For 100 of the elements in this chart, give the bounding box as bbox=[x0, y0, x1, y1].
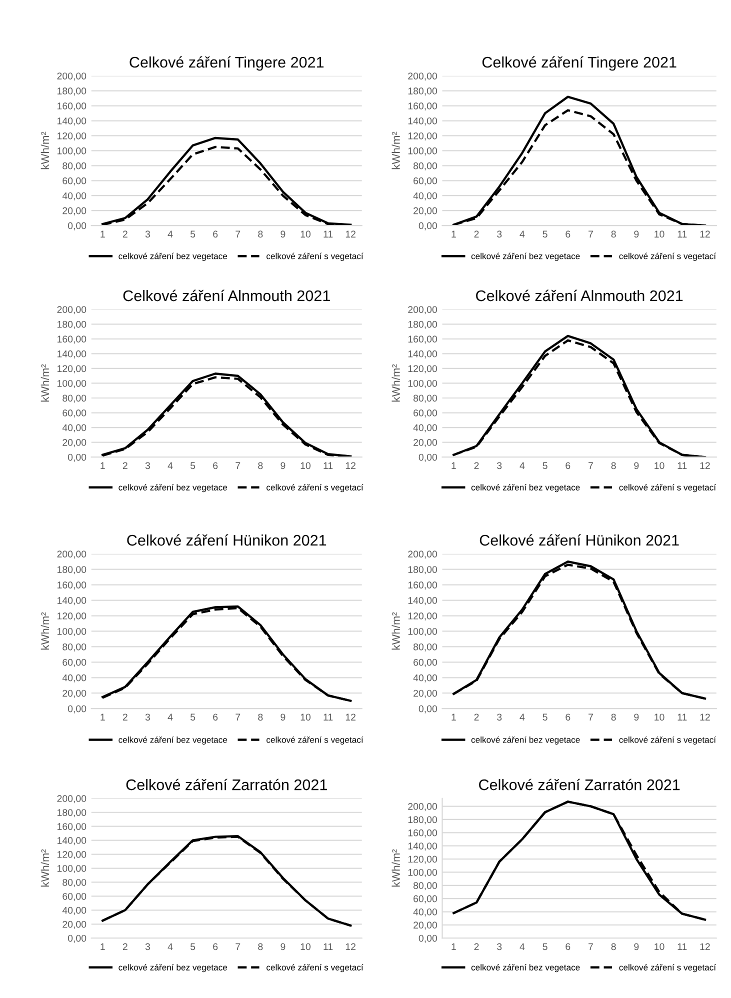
y-tick-label: 120,00 bbox=[58, 851, 86, 860]
legend-label: celkové záření s vegetací bbox=[619, 964, 716, 972]
legend-label: celkové záření bez vegetace bbox=[471, 252, 580, 261]
y-tick-label: 140,00 bbox=[58, 597, 86, 606]
y-tick-label: 200,00 bbox=[57, 550, 86, 559]
y-tick-label: 40,00 bbox=[413, 674, 438, 682]
x-tick-label: 2 bbox=[122, 943, 128, 950]
legend-label: celkové záření bez vegetace bbox=[118, 484, 228, 492]
y-axis-title: kWh/m² bbox=[392, 849, 400, 887]
y-axis-title: kWh/m² bbox=[392, 132, 400, 170]
x-tick-label: 6 bbox=[213, 462, 218, 470]
y-tick-label: 140,00 bbox=[408, 350, 438, 358]
y-tick-label: 180,00 bbox=[408, 88, 438, 96]
y-tick-label: 60,00 bbox=[414, 658, 438, 667]
y-tick-label: 100,00 bbox=[58, 380, 86, 388]
x-tick-label: 6 bbox=[566, 714, 570, 721]
chart-title: Celkové záření Alnmouth 2021 bbox=[476, 290, 683, 302]
x-tick-label: 8 bbox=[258, 462, 263, 470]
x-tick-label: 10 bbox=[654, 462, 664, 470]
chart-title: Celkové záření Hünikon 2021 bbox=[480, 534, 679, 546]
y-tick-label: 160,00 bbox=[58, 336, 86, 344]
y-tick-label: 60,00 bbox=[62, 410, 86, 418]
x-tick-label: 12 bbox=[700, 714, 710, 720]
x-tick-label: 2 bbox=[474, 714, 479, 720]
x-tick-label: 1 bbox=[100, 943, 105, 950]
y-tick-label: 40,00 bbox=[62, 192, 86, 200]
x-tick-label: 10 bbox=[300, 230, 311, 238]
y-tick-label: 180,00 bbox=[58, 88, 86, 96]
x-tick-label: 12 bbox=[700, 462, 710, 469]
y-tick-label: 20,00 bbox=[414, 690, 438, 698]
y-tick-label: 140,00 bbox=[58, 350, 86, 358]
x-tick-label: 11 bbox=[678, 462, 687, 469]
x-tick-label: 12 bbox=[346, 462, 356, 469]
x-tick-label: 7 bbox=[236, 462, 240, 469]
x-tick-label: 5 bbox=[190, 462, 196, 470]
y-tick-label: 200,00 bbox=[57, 795, 86, 804]
y-tick-label: 120,00 bbox=[58, 132, 86, 140]
y-tick-label: 180,00 bbox=[58, 566, 86, 574]
x-tick-label: 9 bbox=[280, 230, 286, 238]
x-tick-label: 3 bbox=[145, 943, 150, 950]
x-tick-label: 1 bbox=[452, 462, 456, 469]
y-tick-label: 80,00 bbox=[62, 162, 86, 170]
x-tick-label: 11 bbox=[324, 462, 333, 469]
x-tick-label: 10 bbox=[654, 943, 664, 950]
x-tick-label: 2 bbox=[474, 230, 479, 238]
y-tick-label: 40,00 bbox=[413, 908, 438, 917]
chart-title: Celkové záření Tingere 2021 bbox=[130, 56, 324, 71]
y-tick-label: 120,00 bbox=[408, 856, 438, 864]
x-tick-label: 10 bbox=[654, 230, 664, 238]
y-tick-label: 120,00 bbox=[408, 612, 438, 621]
y-tick-label: 140,00 bbox=[408, 117, 438, 126]
x-tick-label: 4 bbox=[168, 230, 173, 238]
x-tick-label: 5 bbox=[542, 714, 548, 721]
legend-label: celkové záření s vegetací bbox=[619, 736, 716, 745]
y-tick-label: 140,00 bbox=[408, 842, 438, 851]
y-tick-label: 0,00 bbox=[418, 454, 438, 462]
x-tick-label: 3 bbox=[145, 714, 150, 721]
x-tick-label: 3 bbox=[145, 230, 150, 238]
legend-label: celkové záření s vegetací bbox=[266, 964, 364, 972]
x-tick-label: 10 bbox=[300, 714, 311, 721]
x-tick-label: 3 bbox=[497, 943, 502, 950]
y-tick-label: 0,00 bbox=[68, 222, 86, 230]
y-tick-label: 200,00 bbox=[408, 72, 438, 81]
x-tick-label: 9 bbox=[634, 943, 639, 950]
y-tick-label: 160,00 bbox=[58, 823, 86, 832]
x-tick-label: 5 bbox=[542, 230, 548, 238]
y-tick-label: 0,00 bbox=[418, 934, 438, 943]
chart-title: Celkové záření Hünikon 2021 bbox=[127, 534, 326, 546]
legend-label: celkové záření bez vegetace bbox=[118, 964, 228, 972]
y-tick-label: 100,00 bbox=[58, 147, 86, 156]
y-tick-label: 160,00 bbox=[408, 582, 438, 590]
y-tick-label: 80,00 bbox=[413, 643, 438, 652]
x-tick-label: 1 bbox=[452, 230, 456, 238]
x-tick-label: 12 bbox=[700, 943, 710, 950]
x-tick-label: 1 bbox=[100, 714, 105, 720]
x-tick-label: 5 bbox=[190, 230, 196, 238]
x-tick-label: 9 bbox=[280, 462, 286, 470]
y-tick-label: 20,00 bbox=[62, 690, 86, 698]
y-axis-title: kWh/m² bbox=[392, 364, 400, 402]
legend-label: celkové záření s vegetací bbox=[266, 484, 364, 492]
legend-label: celkové záření bez vegetace bbox=[118, 252, 228, 261]
x-tick-label: 12 bbox=[346, 230, 356, 238]
y-tick-label: 180,00 bbox=[408, 816, 438, 824]
y-tick-label: 140,00 bbox=[408, 597, 438, 606]
x-tick-label: 10 bbox=[300, 943, 311, 950]
x-tick-label: 1 bbox=[452, 714, 456, 720]
x-tick-label: 11 bbox=[678, 943, 687, 950]
x-tick-label: 6 bbox=[566, 462, 570, 470]
y-tick-label: 200,00 bbox=[408, 550, 438, 559]
x-tick-label: 8 bbox=[258, 714, 263, 721]
y-tick-label: 40,00 bbox=[413, 424, 438, 432]
y-tick-label: 100,00 bbox=[58, 628, 86, 636]
x-tick-label: 4 bbox=[168, 462, 173, 469]
x-tick-label: 3 bbox=[497, 462, 502, 470]
x-tick-label: 2 bbox=[122, 230, 128, 238]
x-tick-label: 12 bbox=[346, 714, 356, 720]
y-tick-label: 180,00 bbox=[58, 320, 86, 329]
x-tick-label: 2 bbox=[474, 943, 479, 950]
x-tick-label: 1 bbox=[452, 943, 456, 950]
x-tick-label: 11 bbox=[678, 230, 687, 238]
